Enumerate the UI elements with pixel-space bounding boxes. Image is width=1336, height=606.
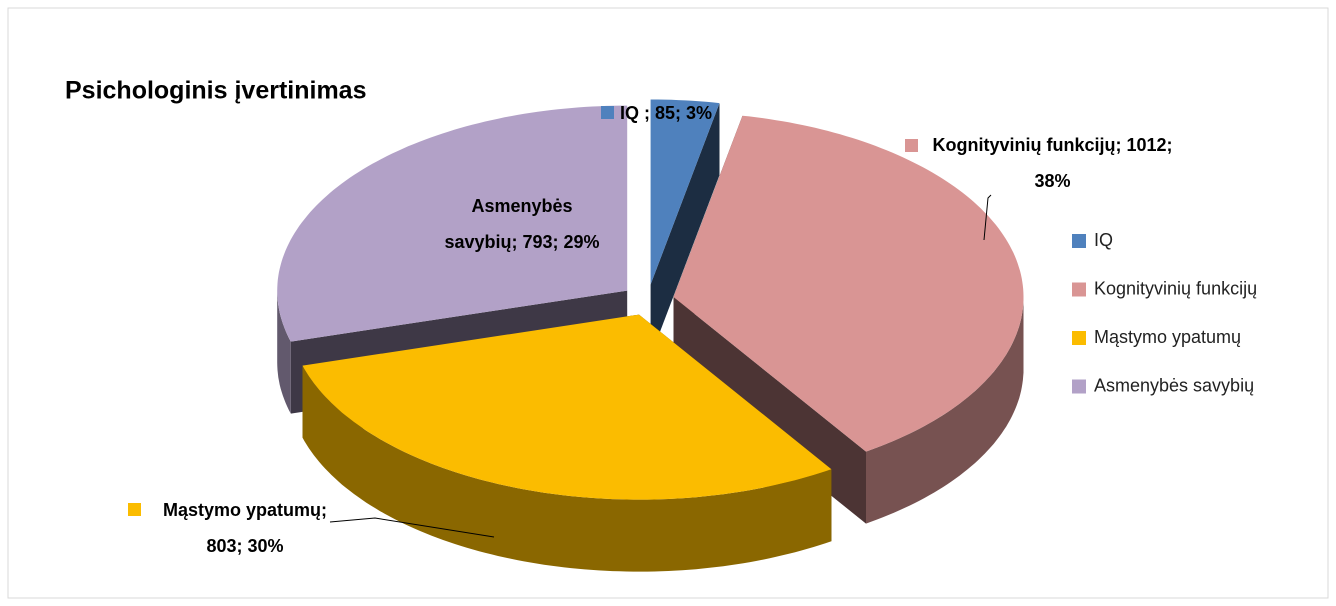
slice <box>673 115 1024 452</box>
legend-label: Mąstymo ypatumų <box>1094 327 1241 347</box>
slice-side <box>277 290 291 414</box>
slice-side <box>302 365 832 572</box>
legend-key <box>1072 234 1086 248</box>
data-label-key <box>128 503 141 516</box>
data-label-key <box>601 106 614 119</box>
slice <box>650 99 720 285</box>
slice <box>302 314 832 500</box>
legend-key <box>1072 282 1086 297</box>
legend-label: IQ <box>1094 230 1113 250</box>
slice-edge <box>650 103 720 357</box>
legend-key <box>1072 379 1086 394</box>
data-label: Kognityvinių funkcijų; 1012; 38% <box>932 135 1173 191</box>
legend-key <box>1072 331 1086 345</box>
leader-line <box>329 517 495 538</box>
data-label: IQ ; 85; 3% <box>620 103 713 123</box>
data-label: Mąstymo ypatumų; 803; 30% <box>162 500 328 556</box>
legend-label: Asmenybės savybių <box>1094 375 1254 395</box>
data-label-key <box>905 139 918 152</box>
slice <box>277 105 628 342</box>
leader-line <box>983 194 992 241</box>
data-label: Asmenybės savybių; 793; 29% <box>444 196 600 252</box>
chart-title: Psichologinis įvertinimas <box>65 77 366 105</box>
slice-side <box>866 297 1024 524</box>
legend-label: Kognityvinių funkcijų <box>1094 278 1257 298</box>
